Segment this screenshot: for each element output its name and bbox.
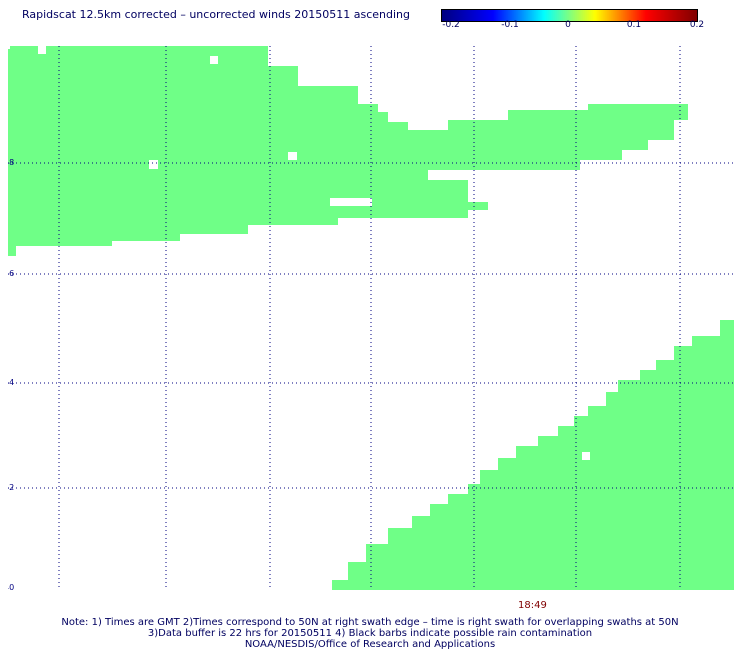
swath-time-label: 18:49 [518, 600, 547, 611]
colorbar-tick-label: 0.1 [626, 20, 642, 30]
colorbar-tick-label: -0.1 [501, 20, 519, 30]
lat-label: 40 [8, 583, 14, 590]
lat-label: 46 [8, 269, 14, 278]
swath-gap [38, 46, 372, 206]
lat-label: 50 [8, 46, 14, 48]
lat-label: 44 [8, 378, 14, 387]
note-line-3: NOAA/NESDIS/Office of Research and Appli… [244, 639, 496, 650]
note-line-1: Note: 1) Times are GMT 2)Times correspon… [61, 617, 679, 628]
colorbar-tick-label: 0 [565, 20, 571, 30]
colorbar-tick-label: 0.2 [689, 20, 705, 30]
colorbar-tick-label: -0.2 [442, 20, 460, 30]
note-line-2: 3)Data buffer is 22 hrs for 20150511 4) … [147, 628, 593, 639]
wind-swath-upper [8, 46, 688, 256]
wind-swath-lower [314, 320, 734, 590]
map-title: Rapidscat 12.5km corrected – uncorrected… [22, 8, 411, 21]
lat-lon-grid [8, 46, 734, 590]
latitude-labels: 50 48 46 44 42 40 [8, 46, 14, 590]
lat-label: 42 [8, 483, 14, 492]
swath-map: 50 48 46 44 42 40 166 168 170 172 174 17… [8, 46, 734, 590]
colorbar [441, 9, 698, 22]
lat-label: 48 [8, 158, 14, 167]
